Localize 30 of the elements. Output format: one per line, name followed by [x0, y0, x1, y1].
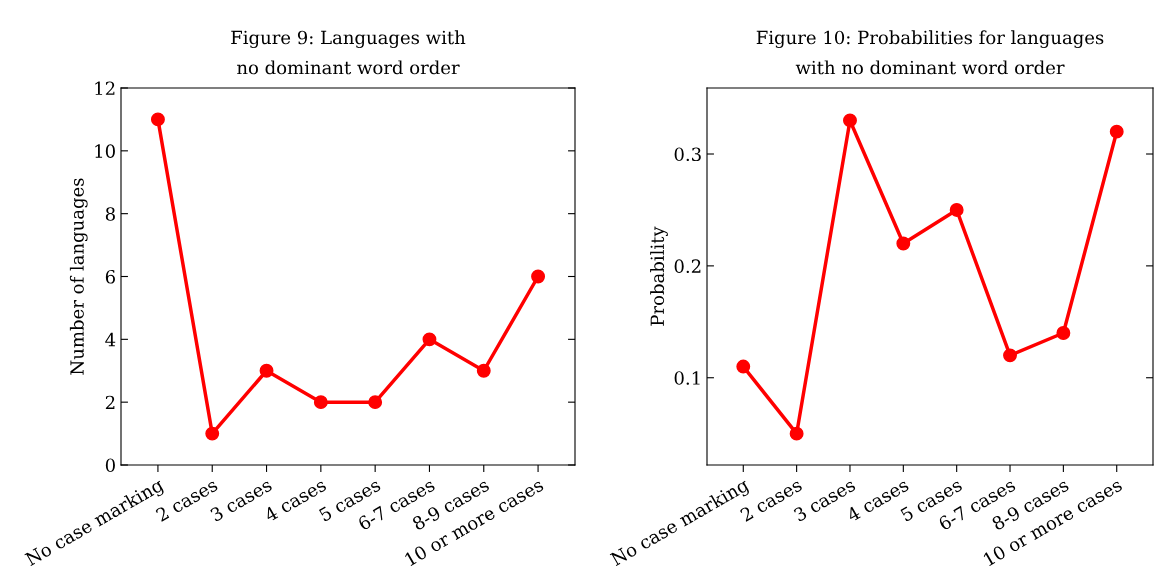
point	[1109, 124, 1124, 139]
chart-title: Figure 10: Probabilities for languages with no dominant word order	[756, 30, 1104, 75]
point	[1056, 326, 1071, 340]
y-tick-label: 6	[105, 269, 115, 284]
point	[1003, 348, 1017, 363]
y-tick-label: 0	[105, 458, 115, 473]
y-tick-label: 12	[95, 81, 115, 95]
point	[313, 395, 328, 410]
y-tick-label: 0.1	[674, 371, 700, 385]
point	[531, 269, 546, 284]
point	[259, 363, 274, 378]
point	[205, 426, 220, 441]
y-tick-label: 0.2	[674, 259, 701, 273]
point	[896, 236, 911, 251]
point	[949, 202, 964, 217]
y-axis-title: Probability	[650, 226, 668, 326]
y-tick-label: 0.3	[674, 147, 701, 162]
point	[789, 426, 804, 441]
chart-title: Figure 9: Languages with no dominant word order	[231, 30, 466, 75]
point	[150, 112, 165, 127]
y-tick-label: 8	[105, 207, 115, 221]
y-tick-label: 2	[105, 395, 115, 410]
y-axis-title: Number of languages	[69, 178, 88, 375]
y-tick-label: 10	[95, 144, 115, 158]
point	[736, 359, 751, 374]
y-tick-label: 4	[105, 332, 116, 347]
point	[843, 113, 857, 128]
point	[476, 363, 491, 378]
point	[368, 395, 383, 410]
point	[422, 332, 437, 347]
